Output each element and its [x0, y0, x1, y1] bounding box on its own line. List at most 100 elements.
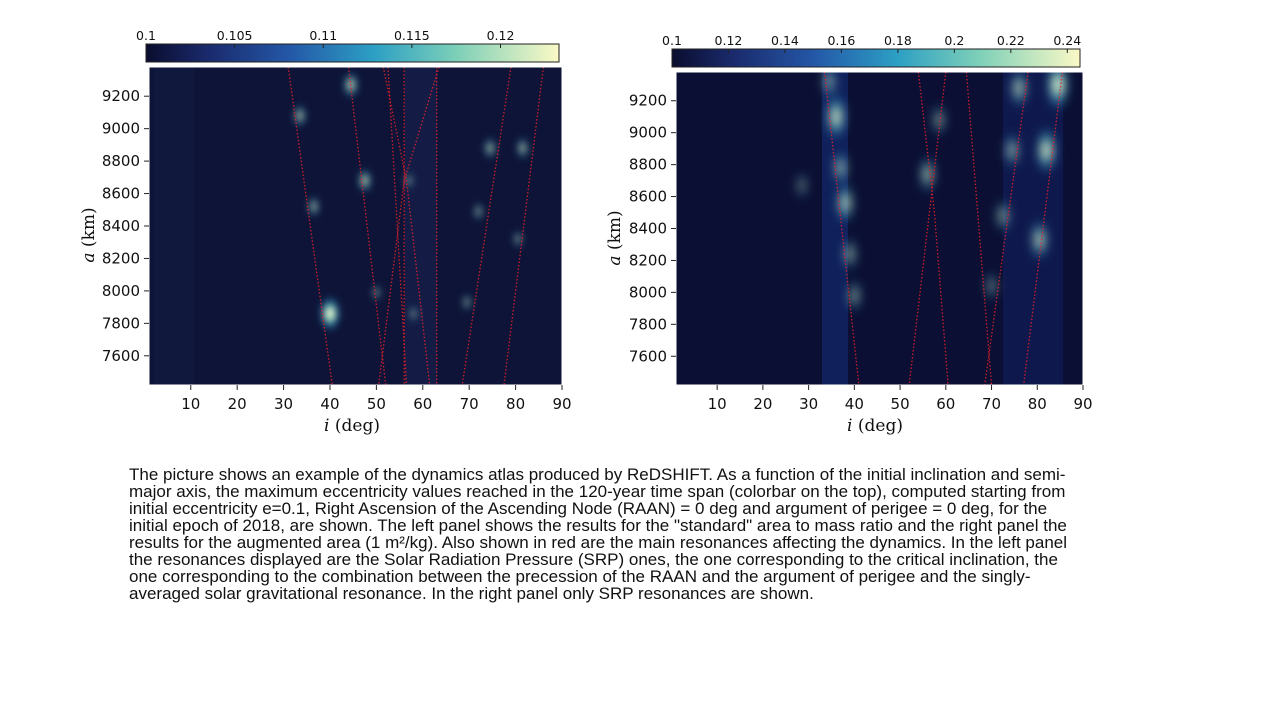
- colorbar-tick-label: 0.2: [944, 33, 964, 48]
- y-tick-label: 9000: [102, 120, 140, 138]
- y-tick-label: 9000: [629, 124, 667, 142]
- eccentricity-hotspot: [402, 170, 416, 191]
- eccentricity-hotspot: [511, 228, 525, 250]
- x-tick-label: 40: [845, 395, 864, 413]
- left-ylabel-symbol: a: [79, 252, 99, 262]
- y-tick-label: 9200: [629, 92, 667, 110]
- colorbar-tick-label: 0.12: [715, 33, 743, 48]
- colorbar-tick-label: 0.115: [394, 28, 430, 43]
- colorbar-tick-label: 0.16: [827, 33, 855, 48]
- eccentricity-hotspot: [1008, 72, 1030, 110]
- x-tick-label: 60: [936, 395, 955, 413]
- figure: 0.1 0.105 0.11 0.115 0.12 7600 7800 8000 8200 84…: [79, 28, 1093, 436]
- right-plot-background: [676, 72, 1083, 385]
- y-tick-label: 8600: [629, 188, 667, 206]
- right-ylabel-unit: (km): [605, 210, 625, 250]
- eccentricity-hotspot: [369, 282, 383, 303]
- x-tick-label: 70: [460, 395, 479, 413]
- y-tick-label: 8400: [629, 220, 667, 238]
- left-panel: 0.1 0.105 0.11 0.115 0.12 7600 7800 8000 8200 84…: [79, 28, 572, 436]
- colorbar-tick-label: 0.18: [884, 33, 912, 48]
- colorbar-tick-label: 0.1: [136, 28, 156, 43]
- eccentricity-hotspot: [840, 235, 859, 273]
- x-tick-label: 80: [506, 395, 525, 413]
- eccentricity-hotspot: [471, 200, 486, 223]
- left-xlabel: i (deg): [324, 416, 380, 436]
- x-tick-label: 80: [1028, 395, 1047, 413]
- y-tick-label: 7600: [102, 347, 140, 365]
- right-ylabel-symbol: a: [605, 255, 625, 265]
- y-tick-label: 8000: [629, 283, 667, 301]
- x-tick-label: 40: [320, 395, 339, 413]
- right-xlabel-symbol: i: [847, 416, 852, 436]
- left-ylabel: a (km): [79, 207, 99, 262]
- y-tick-label: 8600: [102, 185, 140, 203]
- left-y-ticks: 7600 7800 8000 8200 8400 8600 8800 9000 9200: [102, 87, 149, 365]
- resonance-line: [503, 67, 545, 385]
- left-hotspots: [291, 70, 531, 333]
- y-tick-label: 7800: [629, 315, 667, 333]
- x-tick-label: 90: [552, 395, 571, 413]
- figure-caption: The picture shows an example of the dyna…: [129, 465, 1068, 603]
- x-tick-label: 70: [982, 395, 1001, 413]
- eccentricity-hotspot: [317, 294, 342, 333]
- eccentricity-hotspot: [824, 91, 848, 142]
- x-tick-label: 30: [799, 395, 818, 413]
- right-panel: 0.1 0.12 0.14 0.16 0.18 0.2 0.22 0.24 7600 7800 8…: [605, 33, 1093, 436]
- eccentricity-hotspot: [834, 180, 856, 226]
- y-tick-label: 8000: [102, 282, 140, 300]
- resonance-line: [984, 72, 1029, 385]
- left-ylabel-unit: (km): [79, 207, 99, 247]
- x-tick-label: 20: [753, 395, 772, 413]
- eccentricity-hotspot: [983, 269, 1000, 303]
- right-colorbar: 0.1 0.12 0.14 0.16 0.18 0.2 0.22 0.24: [662, 33, 1081, 68]
- right-colorbar-ticks: 0.1 0.12 0.14 0.16 0.18 0.2 0.22 0.24: [662, 33, 1081, 53]
- right-xlabel-unit: (deg): [858, 416, 903, 436]
- x-tick-label: 20: [228, 395, 247, 413]
- x-tick-label: 10: [181, 395, 200, 413]
- colorbar-tick-label: 0.14: [771, 33, 799, 48]
- eccentricity-hotspot: [1002, 130, 1022, 171]
- eccentricity-hotspot: [993, 196, 1013, 235]
- colorbar-tick-label: 0.11: [309, 28, 337, 43]
- y-tick-label: 9200: [102, 87, 140, 105]
- eccentricity-hotspot: [355, 166, 374, 195]
- resonance-line: [378, 67, 440, 385]
- left-colorbar-gradient: [145, 43, 560, 63]
- eccentricity-hotspot: [460, 291, 474, 313]
- left-resonance-lines: [287, 67, 545, 385]
- eccentricity-hotspot: [291, 102, 309, 129]
- left-colorbar: 0.1 0.105 0.11 0.115 0.12: [136, 28, 560, 63]
- resonance-line: [917, 72, 949, 385]
- y-tick-label: 7600: [629, 347, 667, 365]
- y-tick-label: 8800: [102, 152, 140, 170]
- y-tick-label: 8800: [629, 156, 667, 174]
- right-ylabel: a (km): [605, 210, 625, 265]
- x-tick-label: 90: [1073, 395, 1092, 413]
- y-tick-label: 7800: [102, 314, 140, 332]
- right-hotspots: [794, 72, 1071, 314]
- right-x-ticks: 10 20 30 40 50 60 70 80 90: [708, 385, 1093, 413]
- x-tick-label: 10: [708, 395, 727, 413]
- colorbar-tick-label: 0.24: [1053, 33, 1081, 48]
- y-tick-label: 8200: [629, 251, 667, 269]
- left-band: [154, 67, 194, 385]
- eccentricity-hotspot: [1028, 216, 1051, 263]
- eccentricity-hotspot: [1045, 72, 1071, 113]
- eccentricity-hotspot: [305, 194, 322, 219]
- eccentricity-hotspot: [406, 303, 421, 324]
- resonance-line: [461, 67, 512, 385]
- eccentricity-hotspot: [514, 135, 531, 161]
- resonance-line: [387, 67, 408, 385]
- x-tick-label: 60: [413, 395, 432, 413]
- left-heatmap: [148, 66, 563, 386]
- eccentricity-hotspot: [930, 102, 948, 138]
- resonance-line: [1022, 72, 1064, 385]
- left-xlabel-unit: (deg): [335, 416, 380, 436]
- eccentricity-hotspot: [794, 169, 810, 201]
- left-plot-background: [149, 67, 562, 385]
- resonance-line: [382, 67, 431, 385]
- colorbar-tick-label: 0.12: [487, 28, 515, 43]
- right-xlabel: i (deg): [847, 416, 903, 436]
- eccentricity-hotspot: [845, 277, 864, 314]
